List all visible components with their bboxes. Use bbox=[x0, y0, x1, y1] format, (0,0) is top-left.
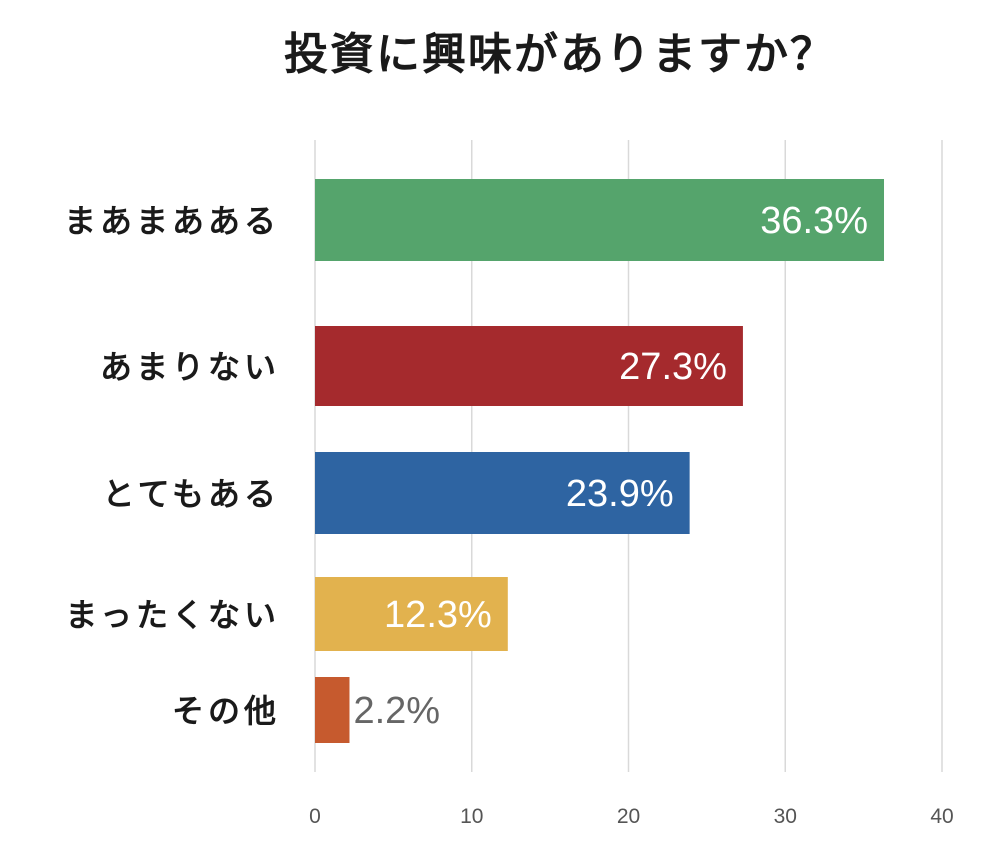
category-label-1: まあまあある bbox=[64, 202, 280, 240]
data-label-3: 23.9% bbox=[566, 473, 674, 515]
data-label-5: 2.2% bbox=[353, 690, 440, 732]
data-label-2: 27.3% bbox=[619, 346, 727, 388]
bar-3 bbox=[315, 452, 690, 534]
data-label-1: 36.3% bbox=[760, 200, 868, 242]
x-tick-label-10: 10 bbox=[460, 805, 483, 828]
bar-2 bbox=[315, 326, 743, 406]
x-tick-label-40: 40 bbox=[930, 805, 953, 828]
bars: 36.3% 27.3% 23.9% 12.3% 2.2% bbox=[315, 179, 885, 743]
x-tick-labels: 0 10 20 30 40 bbox=[309, 805, 954, 828]
category-label-5: その他 bbox=[172, 692, 280, 730]
x-tick-label-20: 20 bbox=[617, 805, 640, 828]
category-label-4: まったくない bbox=[65, 596, 280, 634]
category-label-3: とてもある bbox=[103, 475, 280, 513]
x-tick-label-30: 30 bbox=[774, 805, 797, 828]
chart-title: 投資に興味がありますか？ bbox=[284, 29, 836, 80]
data-label-4: 12.3% bbox=[384, 594, 492, 636]
bar-1 bbox=[315, 179, 885, 261]
bar-5 bbox=[315, 677, 350, 743]
category-label-2: あまりない bbox=[100, 348, 280, 386]
x-tick-label-0: 0 bbox=[309, 805, 321, 828]
bar-4 bbox=[315, 577, 508, 651]
